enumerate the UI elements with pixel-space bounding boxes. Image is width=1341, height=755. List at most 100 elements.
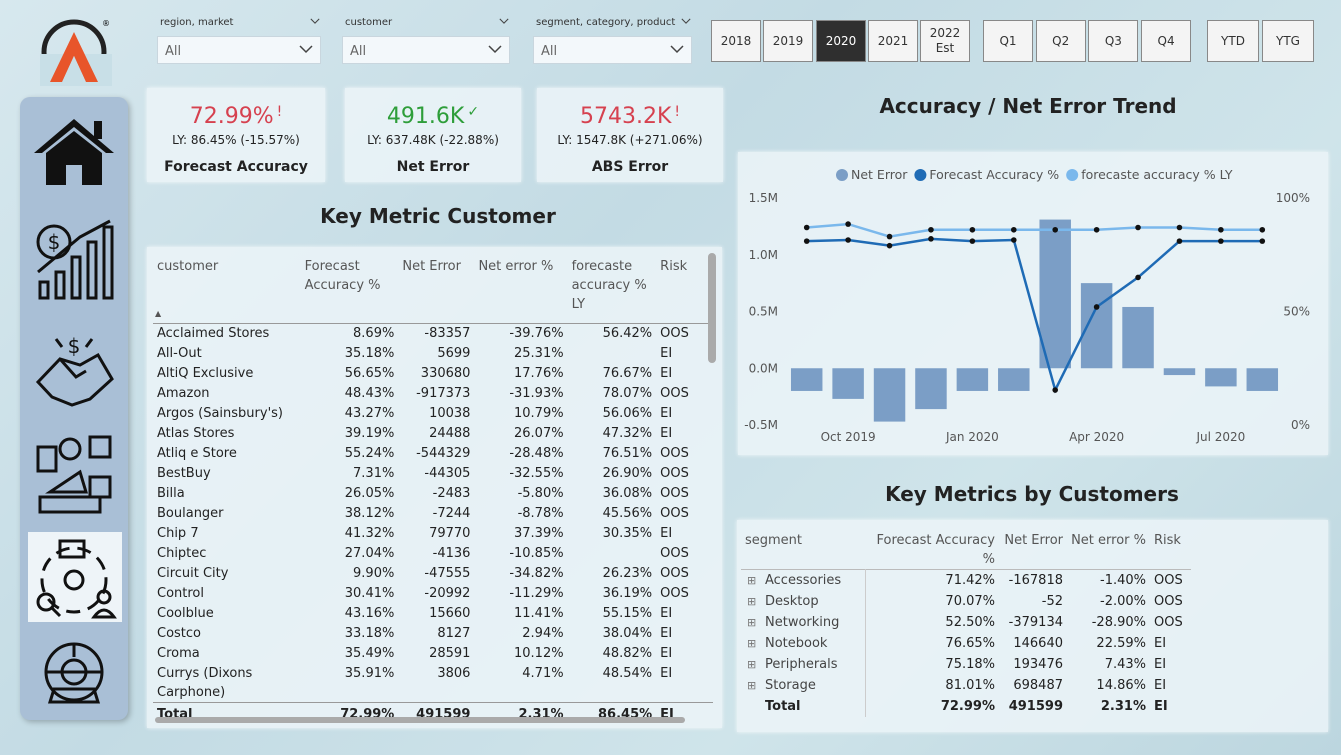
nav-icons: $ $	[34, 119, 117, 704]
column-header: Forecast Accuracy %	[876, 533, 996, 567]
expand-icon[interactable]: ⊞	[747, 637, 757, 650]
table-cell: OOS	[660, 446, 689, 461]
table-cell: 75.18%	[864, 654, 999, 675]
column-header: Risk	[660, 259, 688, 274]
table-row: AltiQ Exclusive 56.65% 330680 17.76% 76.67% E…	[153, 364, 713, 384]
total-cell: 2.31%	[1100, 699, 1146, 714]
year-button[interactable]: 2020	[816, 20, 866, 62]
period-button[interactable]: YTG	[1262, 20, 1314, 62]
quarter-button[interactable]: Q2	[1035, 20, 1086, 62]
year-button[interactable]: 2021	[868, 20, 918, 62]
table-cell: 43.27%	[344, 406, 395, 421]
table-cell: 26.07%	[514, 426, 564, 441]
y2-tick-label: 100%	[1276, 191, 1310, 205]
table-cell: Croma	[157, 646, 200, 661]
filter-dropdown[interactable]: All	[533, 36, 692, 64]
filter-dropdown[interactable]: All	[157, 36, 321, 64]
column-header: Net Error	[1004, 533, 1063, 548]
nav-supply-chain[interactable]	[36, 539, 117, 619]
quarter-button[interactable]: Q3	[1088, 20, 1139, 62]
nav-sales[interactable]: $	[36, 219, 114, 300]
nav-forecast[interactable]	[44, 642, 104, 704]
table-row: Billa 26.05% -2483 -5.80% 36.08% OOS	[153, 484, 713, 504]
table-cell: 71.42%	[864, 569, 999, 591]
table-cell: EI	[660, 606, 673, 621]
bar	[998, 368, 1030, 391]
table-cell: 78.07%	[602, 386, 653, 401]
year-button[interactable]: 2019	[763, 20, 813, 62]
table-cell: OOS	[660, 466, 689, 481]
table-cell	[568, 344, 657, 364]
cell-text: 22.59%	[1096, 636, 1146, 651]
table-cell: 38.04%	[602, 626, 653, 641]
table-cell: ⊞ Accessories	[741, 570, 865, 592]
table-cell: OOS	[660, 566, 689, 581]
quarter-button[interactable]: Q1	[983, 20, 1033, 62]
x-tick-label: Jan 2020	[945, 430, 999, 444]
table-cell: Circuit City	[157, 566, 229, 581]
table-cell: Chip 7	[157, 526, 199, 541]
table-cell: EI	[1150, 675, 1191, 696]
table-cell: EI	[660, 346, 673, 361]
line-point	[1259, 238, 1266, 244]
table-cell: Costco	[157, 626, 202, 641]
table-cell: 41.32%	[344, 526, 395, 541]
table-cell: -32.55%	[509, 466, 564, 481]
sort-arrow[interactable]: ▲	[155, 309, 162, 318]
year-button[interactable]: 2022 Est	[920, 20, 970, 62]
period-button[interactable]: YTD	[1207, 20, 1259, 62]
scrollbar[interactable]	[708, 253, 716, 363]
h-scrollbar[interactable]	[155, 717, 685, 723]
table-cell: OOS	[1150, 591, 1191, 612]
cell-text: 71.42%	[945, 573, 995, 588]
expand-icon[interactable]: ⊞	[747, 616, 757, 629]
expand-icon[interactable]: ⊞	[747, 679, 757, 692]
dropdown-arrow	[681, 18, 691, 24]
expand-icon[interactable]: ⊞	[747, 595, 757, 608]
table-row: ⊞ Networking 52.50% -379134 -28.90% OOS	[741, 612, 1191, 633]
table-cell: 25.31%	[514, 346, 564, 361]
kpi-label: Net Error	[396, 159, 470, 175]
year-button[interactable]: 2018	[711, 20, 761, 62]
dropdown-arrow	[488, 45, 502, 54]
cell-text: EI	[1154, 678, 1167, 693]
kpi-label: ABS Error	[591, 159, 669, 175]
quarter-button[interactable]: Q4	[1141, 20, 1192, 62]
table-cell: 10.79%	[514, 406, 564, 421]
line-point	[1135, 224, 1141, 231]
line-point	[886, 233, 893, 240]
expand-icon[interactable]: ⊞	[747, 574, 757, 587]
table-cell: 3806	[437, 666, 471, 681]
nav-deals[interactable]: $	[35, 334, 114, 407]
table-cell: EI	[1150, 633, 1191, 654]
cell-text: -2.00%	[1100, 594, 1146, 609]
table-cell: OOS	[660, 486, 689, 501]
table-cell: OOS	[1150, 612, 1191, 633]
table-row: Atliq e Store 55.24% -544329 -28.48% 76.51% O…	[153, 444, 713, 464]
nav-marketing[interactable]	[36, 435, 112, 514]
table-cell: 38.12%	[344, 506, 395, 521]
svg-text:$: $	[48, 230, 61, 254]
table-cell: 56.65%	[344, 366, 395, 381]
table-row: Amazon 48.43% -917373 -31.93% 78.07% OOS	[153, 384, 713, 404]
table-cell: -544329	[416, 446, 471, 461]
table-cell: 36.08%	[602, 486, 653, 501]
table-row: Coolblue 43.16% 15660 11.41% 55.15% EI	[153, 604, 713, 624]
table-cell: 24488	[429, 426, 471, 441]
filter-dropdown[interactable]: All	[342, 36, 510, 64]
table-cell: 39.19%	[344, 426, 395, 441]
nav-home[interactable]	[34, 119, 114, 185]
table-cell: 8127	[437, 626, 471, 641]
table-cell: OOS	[660, 506, 689, 521]
table-cell: 43.16%	[344, 606, 395, 621]
column-header: Net error %	[478, 259, 554, 274]
bar	[1246, 368, 1279, 391]
cell-text: 52.50%	[945, 615, 995, 630]
chart: -0.5M 0.0M 0.5M 1.0M 1.5M 0% 50% 100% Oct 2019 Ja…	[744, 167, 1310, 444]
kpi-value: 491.6K ✓	[386, 104, 480, 129]
total-cell: Total	[765, 699, 801, 714]
expand-icon[interactable]: ⊞	[747, 658, 757, 671]
bar	[1163, 368, 1196, 376]
x-tick-label: Jul 2020	[1195, 430, 1245, 444]
segment-table-panel: segment Forecast Accuracy % Net Error Net e…	[737, 520, 1328, 732]
